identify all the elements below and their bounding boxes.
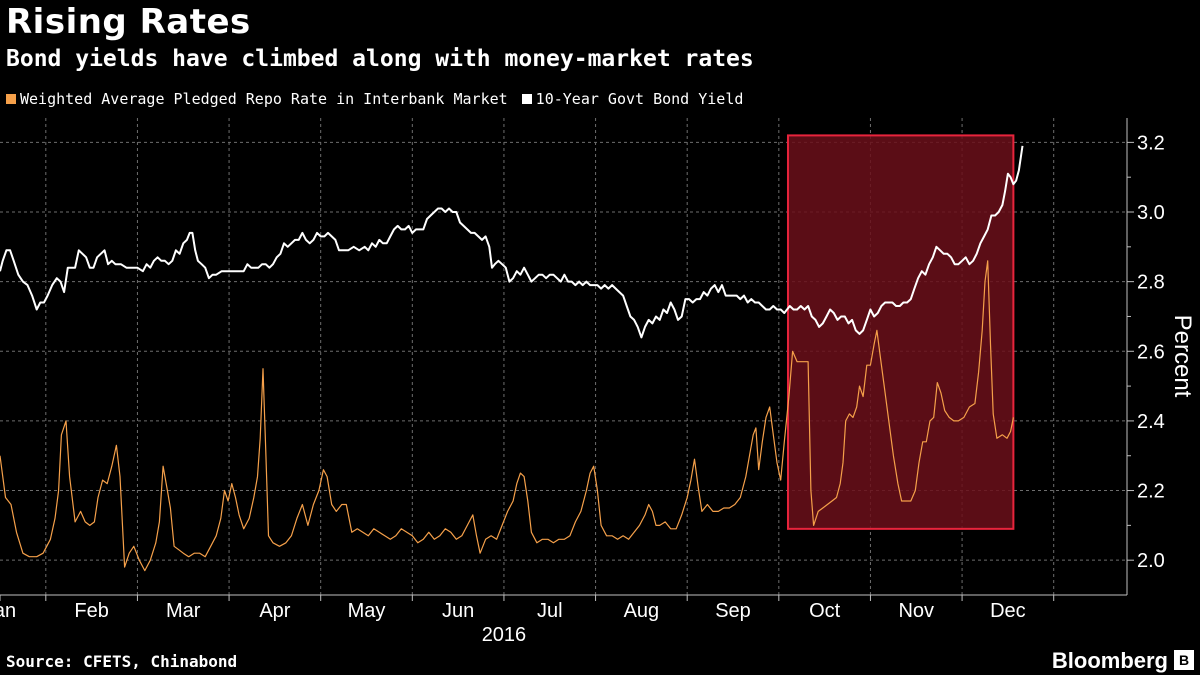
x-tick-label-may: May [348, 600, 386, 622]
x-tick-label-aug: Aug [624, 600, 660, 622]
legend-label-bond: 10-Year Govt Bond Yield [535, 90, 744, 108]
chart-series-group [0, 145, 1024, 572]
legend-swatch-bond [521, 94, 532, 104]
legend-label-repo: Weighted Average Pledged Repo Rate in In… [20, 90, 508, 108]
chart-legend: Weighted Average Pledged Repo Rate in In… [6, 90, 743, 108]
x-tick-label-sep: Sep [715, 600, 751, 622]
y-tick-label-6: 3.2 [1137, 132, 1165, 154]
y-tick-label-5: 3.0 [1137, 202, 1165, 224]
highlight-region-group [786, 134, 1015, 530]
y-tick-label-4: 2.8 [1137, 272, 1165, 294]
x-tick-label-dec: Dec [990, 600, 1026, 622]
chart-title: Rising Rates [6, 2, 251, 42]
x-tick-label-jan: Jan [0, 600, 16, 622]
x-axis-label: 2016 [482, 624, 527, 646]
highlight-region [786, 134, 1015, 530]
series-line-bond-yield [0, 145, 1024, 339]
x-tick-label-jul: Jul [537, 600, 563, 622]
brand-logo: Bloomberg [1051, 648, 1168, 673]
x-tick-label-oct: Oct [809, 600, 841, 622]
y-tick-label-1: 2.2 [1137, 481, 1165, 503]
source-note: Source: CFETS, Chinabond [6, 652, 238, 671]
series-line-repo-rate [0, 260, 1014, 572]
chart-axes: 2.0 2.2 2.4 2.6 2.8 3.0 3.2 Jan Feb Mar Apr May Jun J… [0, 118, 1196, 646]
y-axis-label: Percent [1169, 315, 1196, 398]
legend-swatch-repo [6, 94, 16, 104]
legend-item-bond: 10-Year Govt Bond Yield [521, 90, 744, 108]
brand-mark-icon: B [1174, 650, 1194, 670]
y-tick-label-2: 2.4 [1137, 411, 1165, 433]
chart-subtitle: Bond yields have climbed along with mone… [6, 46, 754, 72]
x-tick-label-nov: Nov [898, 600, 934, 622]
x-tick-label-mar: Mar [166, 600, 201, 622]
y-tick-label-0: 2.0 [1137, 550, 1165, 572]
legend-item-repo: Weighted Average Pledged Repo Rate in In… [6, 90, 508, 108]
chart-grid [0, 118, 1127, 595]
y-tick-label-3: 2.6 [1137, 341, 1165, 363]
x-tick-label-apr: Apr [259, 600, 290, 622]
x-tick-label-feb: Feb [74, 600, 108, 622]
x-tick-label-jun: Jun [442, 600, 474, 622]
